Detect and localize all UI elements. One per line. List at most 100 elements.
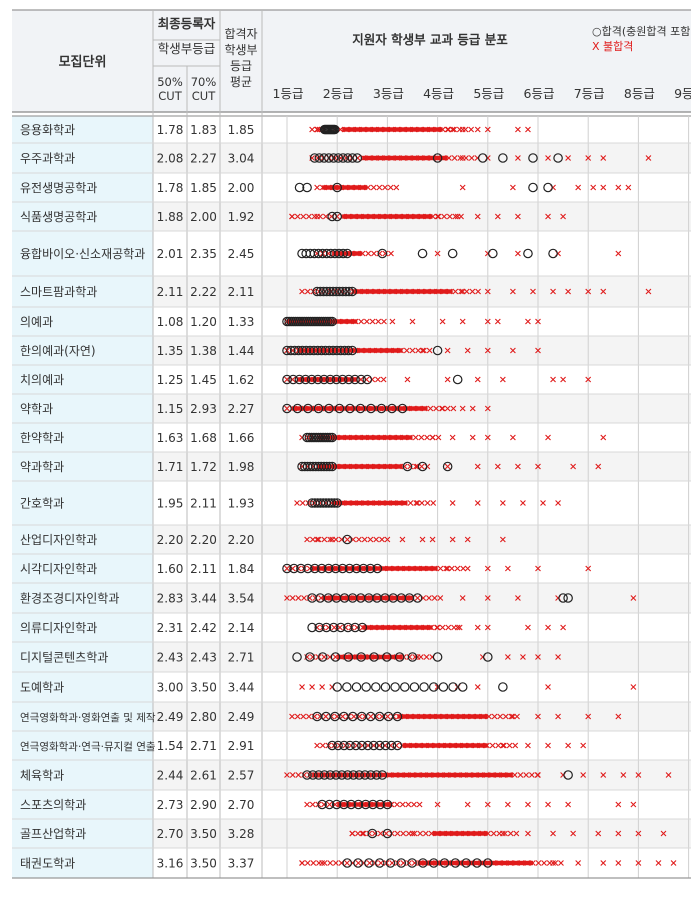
fail-mark xyxy=(570,463,577,470)
row-cut70: 2.93 xyxy=(190,402,217,416)
row-cut50: 3.16 xyxy=(157,857,184,871)
pass-mark xyxy=(301,345,311,356)
fail-mark xyxy=(314,213,321,220)
row-unit-label: 응용화학과 xyxy=(20,123,75,137)
pass-mark xyxy=(328,153,339,163)
fail-mark xyxy=(289,213,295,220)
fail-mark xyxy=(379,213,386,220)
fail-mark xyxy=(335,405,342,412)
row-avg: 1.62 xyxy=(228,373,255,387)
fail-mark xyxy=(401,434,408,441)
pass-mark xyxy=(282,345,292,356)
fail-mark xyxy=(635,772,642,778)
fail-mark xyxy=(401,288,408,295)
x-tick-label: 4등급 xyxy=(423,86,454,101)
pass-mark xyxy=(355,403,366,414)
pass-mark xyxy=(360,799,371,810)
fail-mark xyxy=(499,500,506,506)
pass-mark xyxy=(324,461,335,472)
row-avg: 2.27 xyxy=(228,402,255,416)
fail-mark xyxy=(398,347,404,354)
fail-mark xyxy=(339,713,346,720)
header-unit: 모집단위 xyxy=(59,54,107,70)
fail-mark xyxy=(409,565,415,572)
fail-mark xyxy=(404,742,411,749)
fail-mark xyxy=(411,155,418,161)
fail-mark xyxy=(393,184,400,191)
fail-mark xyxy=(438,742,445,749)
fail-mark xyxy=(580,742,587,749)
fail-mark xyxy=(332,860,339,866)
fail-mark xyxy=(515,250,521,257)
fail-mark xyxy=(420,772,427,778)
fail-mark xyxy=(407,500,414,506)
fail-mark xyxy=(383,830,390,837)
fail-mark xyxy=(570,830,577,837)
fail-mark xyxy=(479,830,486,837)
fail-mark xyxy=(422,126,429,133)
fail-mark xyxy=(575,860,582,866)
pass-mark xyxy=(335,345,346,356)
fail-mark xyxy=(545,155,551,161)
fail-mark xyxy=(384,288,391,295)
fail-mark xyxy=(315,536,322,543)
unit-column-background xyxy=(12,116,153,878)
fail-dense-band xyxy=(352,289,453,294)
pass-mark xyxy=(343,374,354,385)
fail-mark xyxy=(375,376,381,383)
pass-mark xyxy=(345,740,355,751)
fail-mark xyxy=(388,250,394,257)
pass-mark xyxy=(318,286,329,297)
fail-mark xyxy=(294,500,300,506)
fail-mark xyxy=(635,830,642,837)
pass-mark xyxy=(377,248,388,259)
row-avg: 1.85 xyxy=(228,123,255,137)
header-grade-sub: 학생부등급 xyxy=(158,41,216,56)
fail-mark xyxy=(462,830,469,837)
pass-mark xyxy=(320,345,331,356)
fail-mark xyxy=(429,434,436,441)
header-cut50: CUT xyxy=(158,89,182,103)
fail-mark xyxy=(430,500,437,506)
fail-mark xyxy=(506,772,512,778)
header-avg: 평균 xyxy=(230,75,252,89)
fail-mark xyxy=(417,126,423,133)
fail-mark xyxy=(530,288,536,295)
pass-mark xyxy=(341,286,351,297)
row-cut50: 1.71 xyxy=(157,460,184,474)
fail-mark xyxy=(560,624,566,631)
fail-mark xyxy=(446,155,452,161)
fail-mark xyxy=(655,860,662,866)
row-avg: 3.44 xyxy=(228,681,255,695)
fail-mark xyxy=(373,213,380,220)
pass-mark xyxy=(334,403,345,414)
row-cut70: 2.35 xyxy=(190,247,217,261)
row-unit-label: 환경조경디자인학과 xyxy=(20,592,119,606)
fail-mark xyxy=(358,405,365,412)
fail-mark xyxy=(414,565,421,572)
fail-mark xyxy=(460,565,467,572)
row-cut50: 1.63 xyxy=(157,431,184,445)
pass-mark xyxy=(417,248,428,259)
fail-mark xyxy=(384,713,391,720)
pass-mark xyxy=(498,682,508,692)
row-cut70: 3.50 xyxy=(190,681,217,695)
fail-mark xyxy=(545,801,551,808)
fail-mark xyxy=(525,830,531,837)
fail-mark xyxy=(375,318,382,325)
pass-mark xyxy=(342,770,353,780)
fail-mark xyxy=(405,126,412,133)
fail-mark xyxy=(552,860,559,866)
fail-mark xyxy=(362,213,369,220)
pass-mark xyxy=(364,858,374,868)
row-cut70: 2.11 xyxy=(190,562,217,576)
fail-mark xyxy=(350,434,357,441)
fail-mark xyxy=(433,742,439,749)
header-avg: 합격자 xyxy=(224,27,257,41)
fail-mark xyxy=(444,405,451,412)
pass-mark xyxy=(332,345,342,356)
row-unit-label: 태권도학과 xyxy=(20,857,75,871)
fail-mark xyxy=(454,565,461,572)
pass-mark xyxy=(448,682,458,692)
pass-mark xyxy=(342,153,353,163)
